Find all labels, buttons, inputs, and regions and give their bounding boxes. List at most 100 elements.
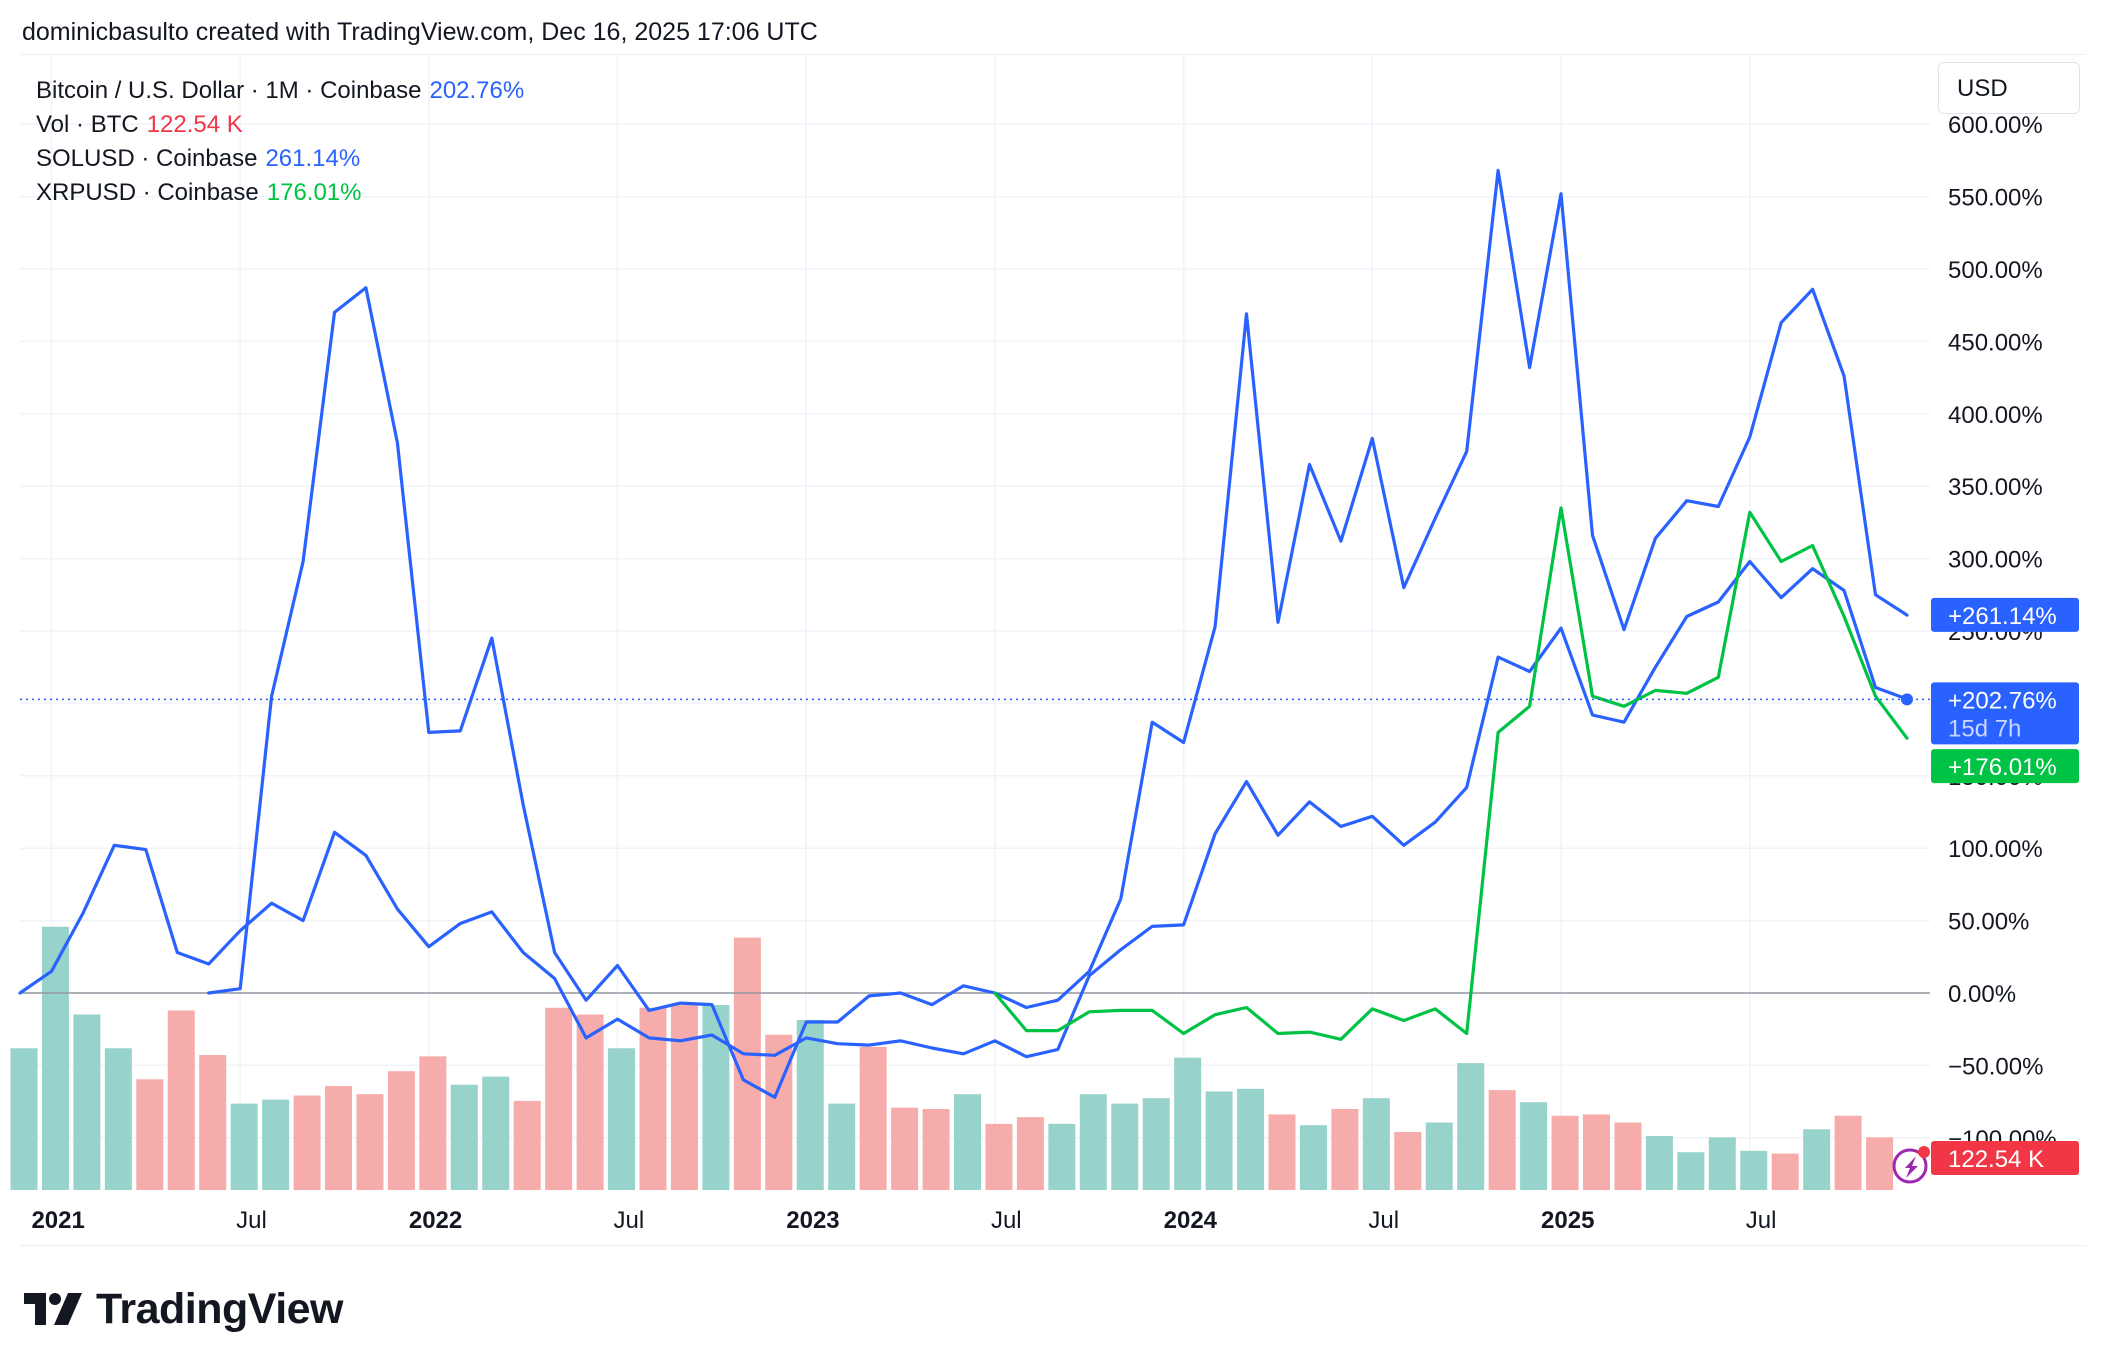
volume-bar — [136, 1079, 164, 1190]
volume-bar — [1016, 1117, 1044, 1190]
legend-btc-value: 202.76% — [429, 77, 525, 104]
volume-bar — [1488, 1090, 1516, 1190]
volume-bar — [482, 1076, 510, 1190]
legend-volume-label: Vol · BTC — [36, 111, 139, 138]
volume-bar — [1583, 1114, 1610, 1190]
legend-sol-value: 261.14% — [265, 145, 361, 172]
y-tick-label: 50.00% — [1948, 909, 2029, 936]
x-tick-label: 2022 — [409, 1207, 462, 1234]
x-tick-label: Jul — [1746, 1207, 1777, 1234]
volume-bar — [796, 1019, 824, 1190]
volume-bar — [387, 1071, 415, 1190]
chart-caption: dominicbasulto created with TradingView.… — [22, 18, 818, 46]
volume-bar — [954, 1094, 981, 1190]
volume-value-badge-text: 122.54 K — [1948, 1146, 2044, 1173]
volume-bar — [1771, 1153, 1799, 1190]
volume-bar — [104, 1048, 132, 1190]
notification-dot — [1918, 1146, 1930, 1158]
chart-canvas[interactable]: 600.00% 550.00% 500.00% 450.00% 400.00% 350.0… — [0, 0, 2108, 1270]
chart-legend: Bitcoin / U.S. Dollar · 1M · Coinbase 202… — [36, 74, 524, 210]
xrp-value-badge-text: +176.01% — [1948, 754, 2057, 781]
btc-value-badge — [1931, 682, 2079, 745]
x-tick-label: Jul — [614, 1207, 645, 1234]
volume-bar — [1866, 1137, 1894, 1190]
y-tick-label: 400.00% — [1948, 402, 2043, 429]
legend-sol-label: SOLUSD · Coinbase — [36, 145, 258, 172]
volume-bar — [1740, 1150, 1768, 1190]
volume-bar — [765, 1034, 793, 1190]
xrp-line — [993, 506, 1909, 1041]
x-tick-label: Jul — [991, 1207, 1022, 1234]
volume-bar — [985, 1123, 1013, 1190]
volume-bar — [1425, 1122, 1453, 1190]
volume-bar — [450, 1084, 478, 1190]
legend-btc-label: Bitcoin / U.S. Dollar · 1M · Coinbase — [36, 77, 422, 104]
legend-xrp-label: XRPUSD · Coinbase — [36, 179, 259, 206]
x-tick-label: Jul — [1368, 1207, 1399, 1234]
volume-bar — [73, 1014, 101, 1190]
volume-bar — [608, 1048, 636, 1190]
volume-bar — [1394, 1131, 1422, 1190]
volume-bar — [1677, 1152, 1705, 1190]
volume-bar — [41, 926, 69, 1190]
tradingview-brand[interactable]: TradingView — [24, 1285, 344, 1334]
legend-sol[interactable]: SOLUSD · Coinbase 261.14% — [36, 142, 524, 176]
volume-bar — [922, 1109, 950, 1190]
volume-bar — [1362, 1098, 1390, 1190]
btc-line — [18, 559, 1909, 1059]
volume-bar — [1079, 1094, 1107, 1190]
sol-value-badge — [1931, 597, 2079, 632]
legend-xrp-value: 176.01% — [266, 179, 362, 206]
assistant-icon-glyph — [1905, 1156, 1918, 1178]
chart-frame — [20, 54, 2086, 1246]
x-tick-label: 2025 — [1541, 1207, 1594, 1234]
currency-button[interactable]: USD — [1938, 62, 2080, 114]
volume-bar — [356, 1094, 384, 1190]
volume-bar — [262, 1099, 290, 1190]
volume-bar — [1803, 1129, 1831, 1190]
volume-bar — [1111, 1103, 1139, 1190]
legend-btc[interactable]: Bitcoin / U.S. Dollar · 1M · Coinbase 202… — [36, 74, 524, 108]
volume-bar — [1457, 1063, 1485, 1190]
volume-bar — [1708, 1137, 1736, 1190]
volume-bar — [1551, 1115, 1579, 1190]
volume-bar — [325, 1086, 352, 1190]
legend-xrp[interactable]: XRPUSD · Coinbase 176.01% — [36, 176, 524, 210]
volume-bar — [1331, 1109, 1359, 1190]
sol-value-badge-text: +261.14% — [1948, 603, 2057, 630]
volume-bar — [10, 1048, 38, 1190]
y-tick-label: 500.00% — [1948, 257, 2043, 284]
tradingview-logo-icon — [24, 1292, 82, 1325]
volume-bar — [293, 1095, 321, 1190]
volume-bar — [891, 1107, 919, 1190]
volume-bar — [1142, 1098, 1170, 1190]
x-tick-label: Jul — [236, 1207, 267, 1234]
volume-bar — [167, 1010, 195, 1190]
y-tick-label: 550.00% — [1948, 185, 2043, 212]
volume-bar — [1614, 1122, 1642, 1190]
brand-name: TradingView — [96, 1285, 344, 1333]
volume-bar — [1834, 1115, 1862, 1190]
btc-value-badge-text: +202.76% — [1948, 687, 2057, 714]
volume-bar — [859, 1046, 887, 1190]
x-tick-label: 2024 — [1164, 1207, 1218, 1234]
sol-line — [207, 168, 1909, 1099]
x-tick-label: 2023 — [786, 1207, 839, 1234]
volume-bar — [545, 1007, 573, 1190]
volume-bar — [1174, 1057, 1202, 1190]
volume-bar — [670, 1005, 698, 1190]
xrp-value-badge — [1931, 749, 2079, 784]
volume-bar — [199, 1055, 227, 1190]
y-tick-label: 600.00% — [1948, 112, 2043, 139]
x-tick-label: 2021 — [31, 1207, 84, 1234]
btc-last-point — [1901, 693, 1913, 706]
volume-bar — [1645, 1136, 1673, 1190]
volume-bar — [1205, 1091, 1233, 1190]
volume-bar — [1268, 1114, 1296, 1190]
volume-value-badge — [1931, 1141, 2079, 1175]
volume-bar — [1237, 1088, 1265, 1190]
legend-volume[interactable]: Vol · BTC 122.54 K — [36, 108, 524, 142]
volume-bar — [1299, 1125, 1327, 1190]
y-tick-label: 100.00% — [1948, 836, 2043, 863]
y-tick-label: 450.00% — [1948, 329, 2043, 356]
